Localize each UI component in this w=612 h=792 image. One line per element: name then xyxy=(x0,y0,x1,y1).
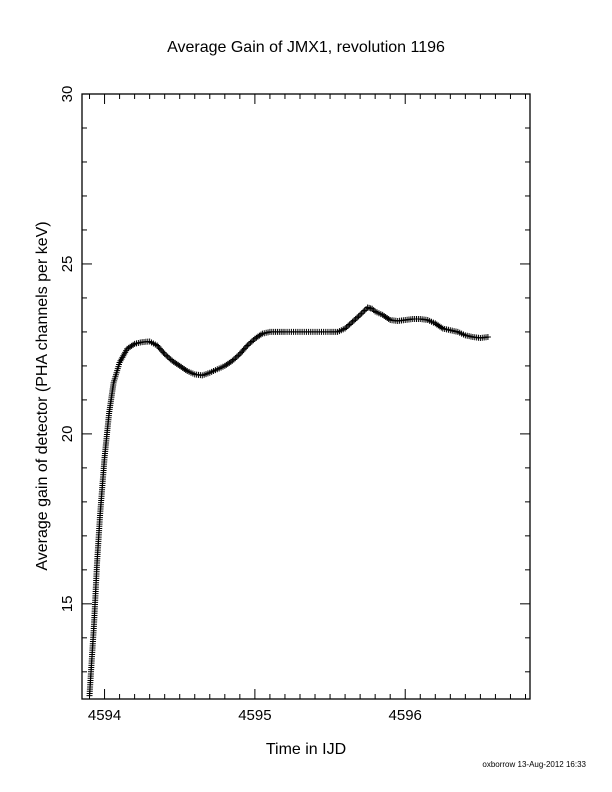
x-tick-label: 4596 xyxy=(389,707,422,724)
data-point-marker xyxy=(157,346,164,353)
data-point-marker xyxy=(248,338,255,345)
data-point-marker xyxy=(348,320,355,327)
data-point-marker xyxy=(238,349,245,356)
data-point-marker xyxy=(351,317,358,324)
y-axis-ticks: 15 20 25 30 xyxy=(59,86,530,673)
x-axis-label: Time in IJD xyxy=(266,741,346,758)
data-point-marker xyxy=(232,355,239,362)
data-point-marker xyxy=(349,318,356,325)
y-tick-label: 15 xyxy=(59,595,76,612)
data-point-marker xyxy=(354,314,361,321)
data-point-marker xyxy=(160,349,167,356)
data-point-marker xyxy=(155,343,162,350)
chart-title: Average Gain of JMX1, revolution 1196 xyxy=(167,39,445,56)
footer-stamp: oxborrow 13-Aug-2012 16:33 xyxy=(482,760,586,769)
data-point-marker xyxy=(245,341,252,348)
data-point-marker xyxy=(345,322,352,329)
data-point-marker xyxy=(156,345,163,352)
y-axis-label: Average gain of detector (PHA channels p… xyxy=(34,221,51,570)
data-point-marker xyxy=(360,308,367,315)
y-tick-label: 20 xyxy=(59,426,76,443)
data-point-marker xyxy=(159,348,166,355)
data-series xyxy=(86,304,491,699)
data-point-marker xyxy=(166,355,173,362)
data-point-marker xyxy=(235,352,242,359)
data-point-marker xyxy=(352,316,359,323)
data-point-marker xyxy=(346,321,353,328)
x-tick-label: 4595 xyxy=(238,707,271,724)
data-point-marker xyxy=(363,305,370,312)
y-tick-label: 25 xyxy=(59,256,76,273)
data-point-marker xyxy=(243,343,250,350)
y-tick-label: 30 xyxy=(59,86,76,103)
data-point-marker xyxy=(241,345,248,352)
data-point-marker xyxy=(164,353,171,360)
data-point-marker xyxy=(484,334,491,341)
data-point-marker xyxy=(355,313,362,320)
data-point-marker xyxy=(163,352,170,359)
data-point-marker xyxy=(247,339,254,346)
x-tick-label: 4594 xyxy=(88,707,121,724)
data-point-marker xyxy=(240,346,247,353)
data-point-marker xyxy=(154,342,161,349)
data-point-marker xyxy=(358,310,365,317)
data-point-marker xyxy=(233,353,240,360)
data-point-marker xyxy=(369,305,376,312)
data-point-marker xyxy=(239,348,246,355)
data-point-marker xyxy=(357,311,364,318)
data-point-marker xyxy=(236,351,243,358)
plot-frame xyxy=(81,93,531,700)
x-axis-ticks: 4594 4595 4596 xyxy=(88,94,526,724)
